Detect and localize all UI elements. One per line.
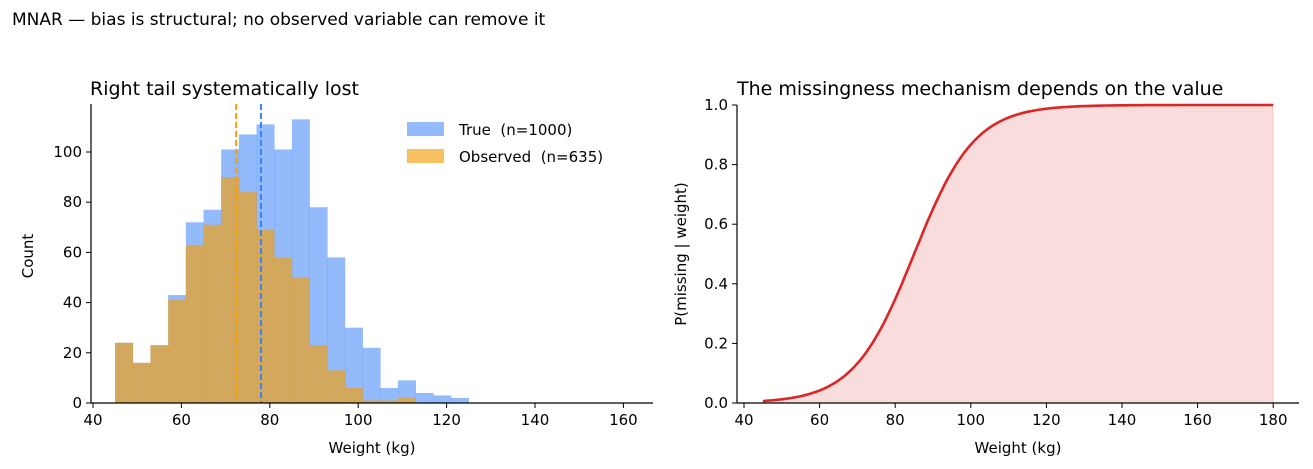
histogram-title: Right tail systematically lost (90, 78, 359, 100)
true-bar (327, 257, 346, 403)
y-tick-label: 0.6 (704, 215, 728, 233)
histogram-legend: True (n=1000) Observed (n=635) (407, 121, 603, 166)
x-tick-label: 160 (609, 411, 638, 429)
observed-bar (344, 387, 363, 403)
x-tick-label: 40 (734, 411, 753, 429)
x-tick-label: 100 (956, 411, 985, 429)
mean-lines (235, 104, 262, 403)
legend-label-observed: Observed (n=635) (459, 148, 603, 166)
observed-bar (397, 397, 416, 403)
legend-swatch-observed (407, 149, 444, 163)
y-tick-label: 0.2 (704, 334, 728, 352)
x-tick-label: 120 (432, 411, 461, 429)
observed-bar (362, 400, 381, 403)
missingness-axes: 40 60 80 100 120 140 160 180 0.0 0.2 0.4 0.6 0.8 1.0 (704, 96, 1299, 429)
y-tick-label: 0 (72, 394, 82, 412)
y-tick-label: 0.8 (704, 156, 728, 174)
y-tick-label: 0.0 (704, 394, 728, 412)
histogram-ylabel: Count (19, 234, 37, 279)
histogram-axes: 40 60 80 100 120 140 160 0 20 40 60 80 100 (53, 104, 653, 429)
true-bar (362, 347, 381, 403)
x-tick-label: 140 (1108, 411, 1137, 429)
figure-suptitle: MNAR — bias is structural; no observed v… (12, 10, 546, 30)
observed-bar (256, 229, 275, 403)
y-tick-label: 40 (63, 294, 82, 312)
observed-bar (274, 257, 293, 403)
missingness-panel: The missingness mechanism depends on the… (672, 78, 1299, 457)
x-tick-label: 60 (810, 411, 829, 429)
x-tick-label: 160 (1183, 411, 1212, 429)
observed-histogram-bars (115, 177, 416, 403)
probability-area-fill (762, 104, 1274, 404)
observed-bar (380, 400, 399, 403)
true-bar (397, 380, 416, 403)
y-tick-label: 80 (63, 193, 82, 211)
x-tick-label: 120 (1032, 411, 1061, 429)
x-tick-label: 100 (344, 411, 373, 429)
y-tick-label: 0.4 (704, 275, 728, 293)
legend-label-true: True (n=1000) (458, 121, 572, 139)
true-bar (451, 397, 469, 403)
observed-bar (238, 192, 257, 403)
x-tick-label: 180 (1259, 411, 1288, 429)
y-tick-label: 1.0 (704, 96, 728, 114)
true-bar (344, 327, 363, 403)
x-tick-label: 80 (886, 411, 905, 429)
observed-bar (185, 244, 204, 403)
x-tick-label: 80 (260, 411, 279, 429)
observed-bar (221, 177, 240, 403)
x-tick-label: 60 (172, 411, 191, 429)
observed-bar (115, 342, 134, 403)
histogram-xlabel: Weight (kg) (329, 439, 416, 457)
observed-bar (150, 345, 169, 403)
observed-bar (327, 370, 346, 403)
observed-bar (132, 362, 151, 403)
true-bar (433, 395, 452, 403)
observed-bar (309, 345, 328, 403)
true-bar (380, 387, 399, 403)
x-tick-label: 140 (521, 411, 550, 429)
y-tick-label: 60 (63, 243, 82, 261)
probability-curve (762, 103, 1274, 403)
missingness-ylabel: P(missing | weight) (672, 182, 690, 326)
observed-bar (168, 300, 187, 403)
observed-bar (203, 224, 222, 403)
observed-bar (291, 277, 310, 403)
x-tick-label: 40 (83, 411, 102, 429)
y-tick-label: 100 (53, 143, 82, 161)
y-tick-label: 20 (63, 344, 82, 362)
missingness-title: The missingness mechanism depends on the… (736, 78, 1223, 100)
histogram-panel: Right tail systematically lost 40 60 80 100… (19, 78, 653, 457)
true-bar (415, 392, 434, 403)
legend-swatch-true (407, 122, 444, 136)
missingness-xlabel: Weight (kg) (975, 439, 1062, 457)
